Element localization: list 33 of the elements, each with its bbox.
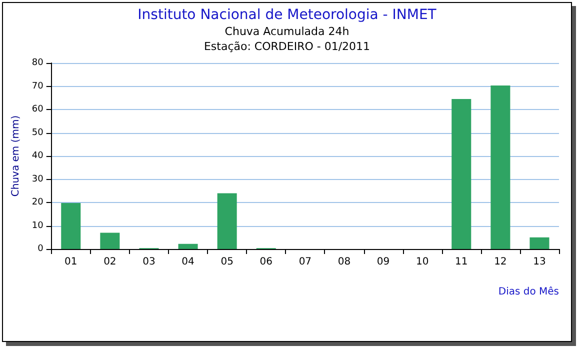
bar	[100, 232, 120, 249]
y-tick-label: 70	[32, 81, 44, 92]
y-axis-title: Chuva em (mm)	[10, 115, 22, 197]
y-tick-label: 30	[32, 174, 44, 184]
x-axis-title: Dias do Mês	[498, 286, 560, 298]
x-tick-label: 01	[64, 256, 78, 268]
x-tick-label: 11	[455, 256, 468, 268]
x-tick-label: 03	[142, 256, 156, 268]
y-tick-label: 40	[32, 151, 44, 161]
x-tick-label: 04	[182, 256, 194, 268]
x-tick-label: 09	[376, 256, 390, 268]
x-tick-label: 02	[104, 256, 116, 268]
x-tick-label: 07	[298, 256, 312, 268]
bar	[217, 193, 237, 249]
x-tick-label: 06	[260, 256, 272, 268]
x-tick-label: 05	[220, 256, 234, 268]
x-tick-label: 08	[338, 256, 351, 268]
bar	[61, 202, 81, 249]
x-tick-label: 10	[416, 256, 429, 268]
chart-subtitle: Chuva Acumulada 24h Estação: CORDEIRO - 01/2011	[204, 25, 370, 53]
bar	[178, 244, 198, 249]
y-tick-label: 50	[32, 128, 44, 138]
bar	[530, 237, 550, 249]
y-tick-label: 10	[32, 220, 44, 231]
y-tick-label: 80	[32, 58, 44, 68]
bar	[490, 86, 510, 249]
y-tick-label: 0	[38, 244, 44, 254]
x-tick-label: 12	[494, 256, 507, 268]
bar	[452, 99, 472, 249]
y-tick-label: 20	[32, 198, 44, 208]
chart-title: Instituto Nacional de Meteorologia - INMET	[138, 7, 437, 23]
x-tick-label: 13	[533, 256, 546, 268]
y-tick-label: 60	[32, 104, 44, 114]
